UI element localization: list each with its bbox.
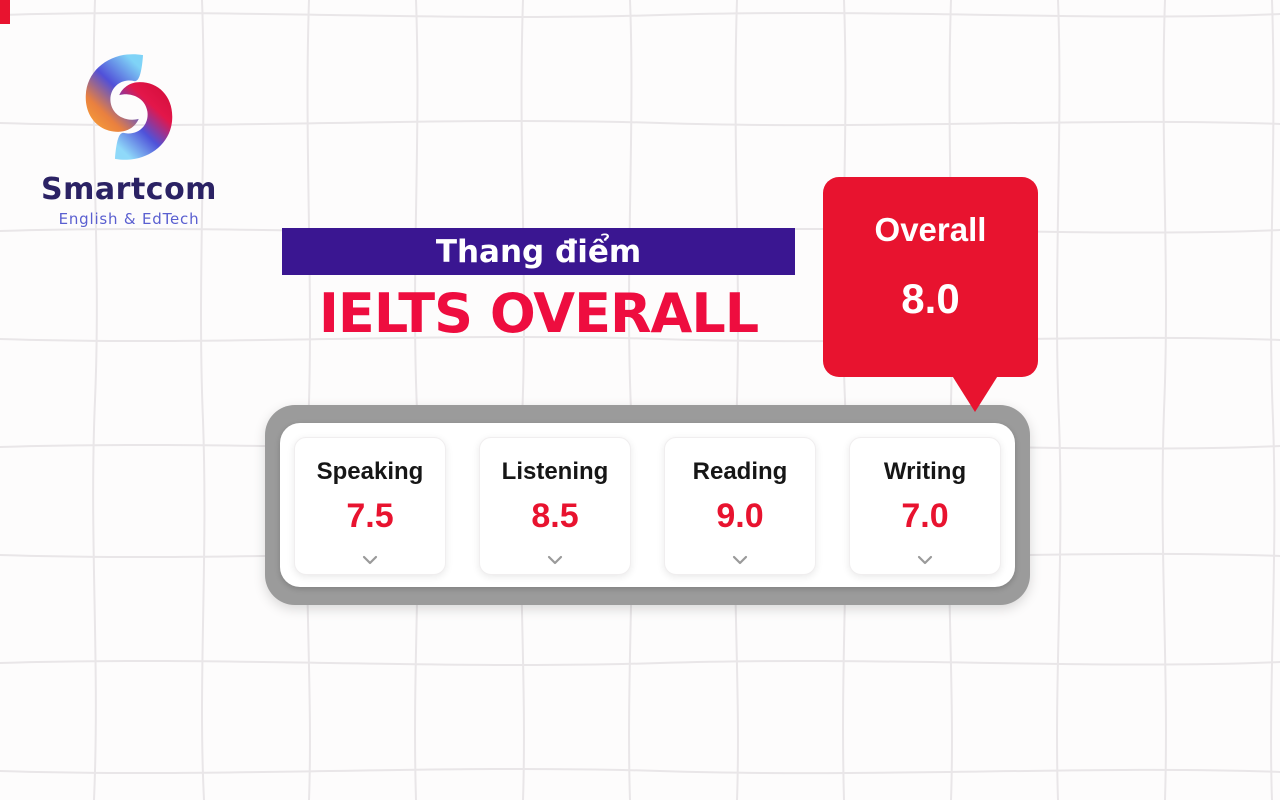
score-card-speaking[interactable]: Speaking 7.5 [294,437,446,575]
skill-label: Listening [501,458,609,485]
chevron-down-icon[interactable] [732,555,748,565]
page-title: IELTS OVERALL [318,282,759,345]
corner-accent-mark [0,0,10,24]
logo-tagline: English & EdTech [58,210,200,228]
scores-panel-inner: Speaking 7.5 Listening 8.5 Reading 9.0 [280,423,1015,587]
title-banner: Thang điểm [282,228,795,275]
chevron-down-icon[interactable] [917,555,933,565]
chevron-down-icon[interactable] [362,555,378,565]
banner-label: Thang điểm [435,233,642,270]
skill-score: 7.5 [346,497,394,535]
scores-panel: Speaking 7.5 Listening 8.5 Reading 9.0 [265,405,1030,605]
skill-label: Writing [883,458,967,485]
overall-label: Overall [874,211,987,248]
overall-score-bubble: Overall 8.0 [823,177,1038,412]
smartcom-s-logo-icon [85,54,173,160]
skill-score: 8.5 [531,497,579,535]
score-card-writing[interactable]: Writing 7.0 [849,437,1001,575]
skill-score: 9.0 [716,497,764,535]
chevron-down-icon[interactable] [547,555,563,565]
score-card-listening[interactable]: Listening 8.5 [479,437,631,575]
smartcom-logo: Smartcom English & EdTech [38,48,220,228]
overall-score: 8.0 [901,275,960,322]
skill-score: 7.0 [901,497,949,535]
skill-label: Reading [692,458,788,485]
skill-label: Speaking [316,458,424,485]
bubble-tail [951,374,999,412]
score-card-reading[interactable]: Reading 9.0 [664,437,816,575]
logo-name: Smartcom [41,172,217,207]
